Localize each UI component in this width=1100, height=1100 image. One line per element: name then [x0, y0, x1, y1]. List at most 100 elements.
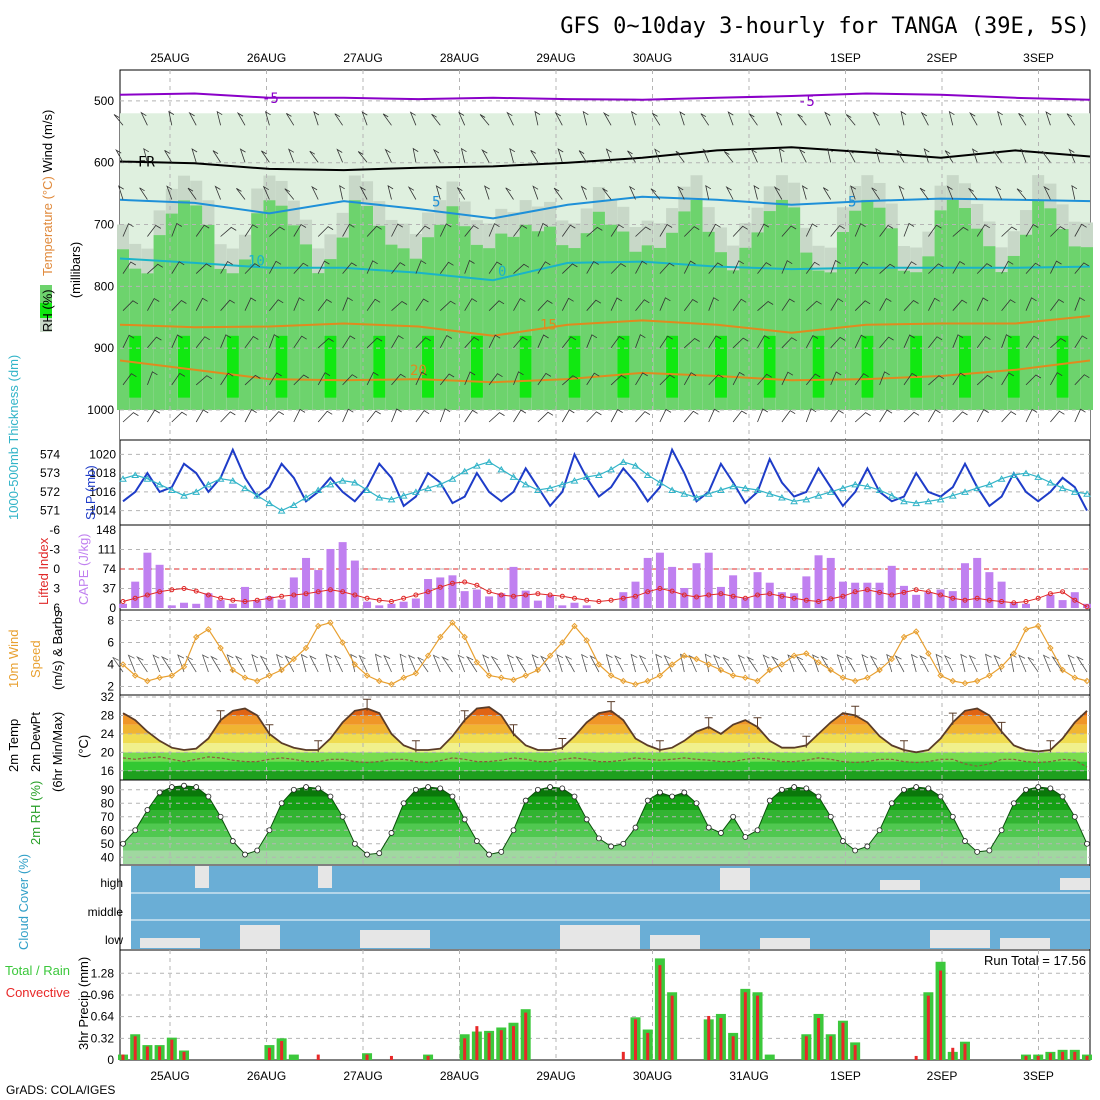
- thickness-point: [985, 480, 994, 488]
- wind-barb: [537, 334, 549, 348]
- wind-barb: [875, 147, 882, 163]
- cape-bar: [350, 560, 359, 608]
- li-tick: 0: [53, 562, 60, 576]
- temp-minmax-bar: [509, 724, 518, 737]
- cape-bar: [631, 581, 640, 608]
- precip-convective-bar: [1036, 1055, 1040, 1060]
- rh-column-green: [690, 199, 703, 410]
- lifted-index-point: [974, 595, 980, 601]
- lifted-index-point: [1047, 591, 1053, 597]
- sounding-grid: [120, 70, 1090, 440]
- rh-column-bright: [226, 335, 239, 398]
- wind-barb: [171, 261, 185, 274]
- wind-barb: [630, 110, 637, 126]
- precip-convective-bar: [158, 1046, 162, 1060]
- thickness-point: [704, 490, 713, 497]
- wind10m-barb: [968, 654, 978, 673]
- wind-barb: [317, 338, 334, 349]
- wind-barb: [244, 263, 261, 274]
- rh-column-green: [885, 228, 898, 410]
- wind-barb: [976, 297, 989, 311]
- wind-barb: [610, 409, 623, 423]
- wind-barb: [757, 408, 769, 423]
- wind-barb: [334, 113, 343, 126]
- date-label-top: 29AUG: [536, 51, 575, 65]
- wind-barb: [896, 150, 905, 163]
- precip-convective-bar: [939, 970, 943, 1060]
- precip-label-a: Total / Rain: [5, 963, 70, 978]
- thickness-point: [387, 495, 396, 503]
- cape-bar: [143, 552, 152, 608]
- rh-point: [254, 847, 261, 854]
- precip-convective-bar: [853, 1045, 857, 1060]
- thickness-point: [473, 462, 481, 469]
- wind-barb: [293, 335, 307, 349]
- wind10m-barb: [441, 656, 453, 673]
- wind-speed-point: [595, 661, 603, 668]
- wind-barb: [900, 110, 907, 126]
- wind-barb: [830, 336, 846, 349]
- wind-barb: [976, 335, 991, 349]
- temp-band: [123, 761, 1087, 771]
- wind-barb: [464, 371, 476, 386]
- wind-barb: [580, 185, 588, 200]
- lifted-index-point: [681, 592, 687, 598]
- thickness-point: [997, 475, 1006, 482]
- rh-column-green: [117, 249, 129, 410]
- wind10m-barb: [713, 654, 722, 673]
- wind-barb: [827, 147, 833, 163]
- cape-bar: [692, 563, 701, 608]
- wind10m-barb: [820, 655, 832, 673]
- cape-bar: [997, 581, 1006, 608]
- rh-point: [559, 785, 566, 792]
- wind10m-panel: 2 4 6 8 10m Wind Speed (m/s) & Barbs: [6, 609, 1091, 696]
- wind-grid: [120, 610, 1090, 695]
- rh-legend-grey: [40, 318, 52, 332]
- wind-barb: [336, 148, 343, 163]
- wind-barb: [805, 408, 817, 423]
- rh-column-green: [788, 207, 801, 410]
- rh-point: [864, 843, 871, 850]
- precip-convective-bar: [963, 1043, 967, 1060]
- wind-speed-point: [156, 674, 163, 681]
- precip-convective-bar: [914, 1055, 918, 1060]
- wind-speed-point: [327, 619, 334, 626]
- wind-barb: [361, 111, 368, 126]
- wind-barb: [537, 411, 554, 423]
- cloud-label: Cloud Cover (%): [16, 854, 31, 950]
- lifted-index-point: [242, 599, 248, 604]
- rh-column-green: [739, 247, 752, 410]
- rh-column-bright: [470, 335, 483, 398]
- rh-point: [730, 813, 737, 820]
- wind-speed-point: [778, 661, 786, 668]
- precip-convective-bar: [804, 1036, 808, 1060]
- wind-barb: [732, 337, 749, 349]
- wind-speed-point: [681, 652, 688, 659]
- wind10m-barb: [234, 655, 246, 673]
- rh-point: [827, 813, 834, 820]
- lifted-index-point: [230, 597, 236, 603]
- wind-barb: [244, 374, 261, 386]
- run-total: Run Total = 17.56: [984, 953, 1086, 968]
- wind-speed-point: [1071, 674, 1079, 681]
- precip-convective-bar: [658, 965, 662, 1060]
- wind-barb: [244, 297, 257, 311]
- cape-bar: [753, 572, 762, 608]
- wind-barb: [757, 373, 772, 386]
- cape-bar: [655, 552, 664, 608]
- wind-barb: [732, 225, 748, 237]
- wind10m-barb: [605, 653, 613, 673]
- rh-column-green: [214, 268, 227, 410]
- cape-bar: [302, 557, 311, 608]
- thickness-point: [424, 484, 432, 492]
- wind-barb: [269, 411, 285, 423]
- thickness-point: [1058, 484, 1067, 492]
- lifted-index-point: [645, 589, 651, 595]
- wind-barb: [554, 111, 563, 126]
- wind-barb: [313, 111, 320, 126]
- cloud-fill: [131, 866, 1090, 949]
- cape-bar: [716, 586, 725, 608]
- lifted-index-point: [1011, 600, 1017, 606]
- wind-barb: [971, 148, 978, 163]
- cape-bar: [131, 581, 140, 608]
